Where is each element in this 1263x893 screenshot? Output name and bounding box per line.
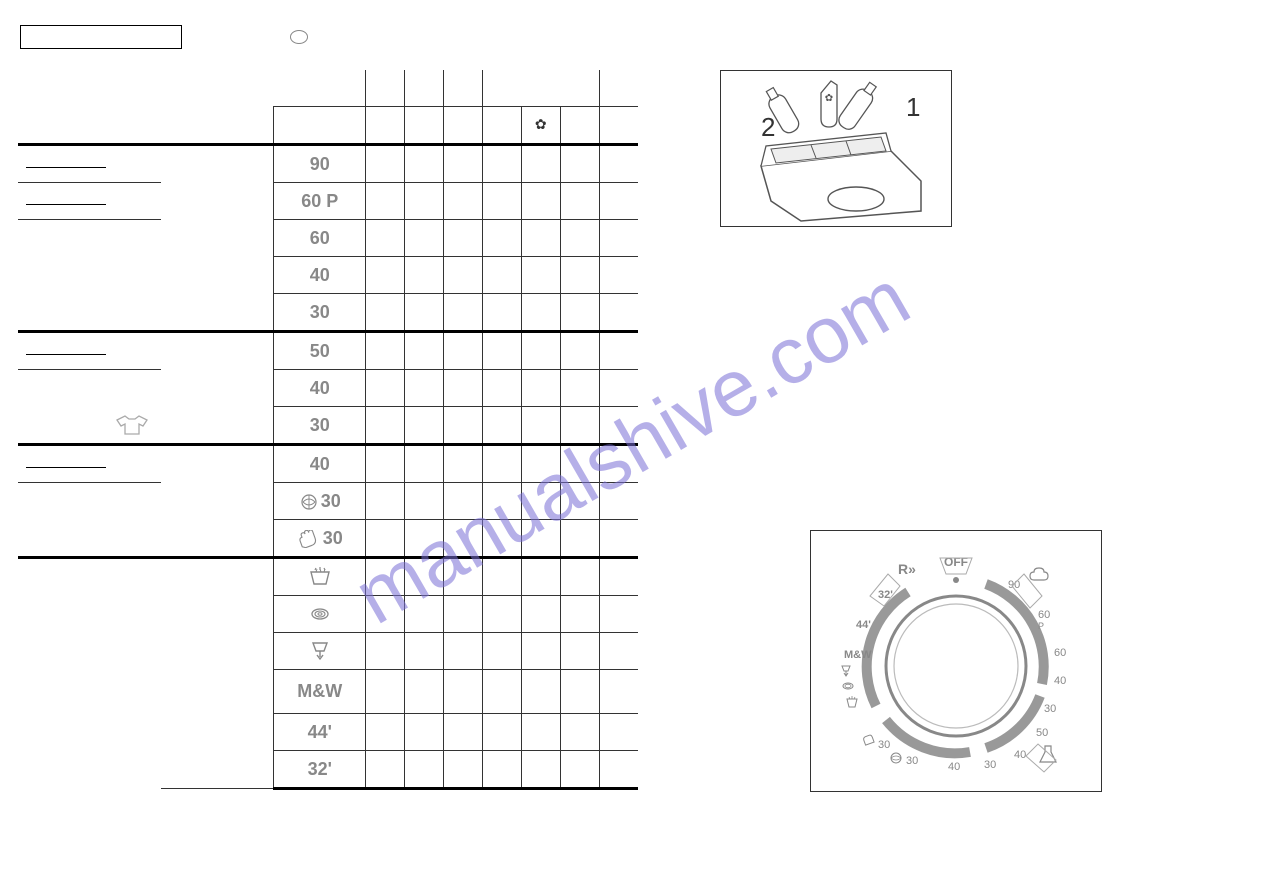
svg-text:P: P <box>1038 621 1044 631</box>
wool-icon <box>299 493 319 511</box>
top-oval-icon <box>290 30 308 44</box>
svg-text:30: 30 <box>984 759 996 771</box>
svg-text:60: 60 <box>1038 609 1050 621</box>
program-40c: 40 <box>310 454 330 474</box>
flower-icon: ✿ <box>535 116 547 132</box>
top-left-box <box>20 25 182 49</box>
program-dial-illustration: OFF R» 90 60 P 60 40 30 50 40 30 40 30 <box>810 530 1102 792</box>
rinse-icon <box>307 566 333 588</box>
program-90: 90 <box>310 154 330 174</box>
svg-text:M&W: M&W <box>844 649 872 661</box>
svg-text:50: 50 <box>1036 727 1048 739</box>
svg-text:OFF: OFF <box>944 555 968 569</box>
svg-text:30: 30 <box>906 755 918 767</box>
program-60: 60 <box>310 228 330 248</box>
spin-icon <box>308 603 332 625</box>
program-30b: 30 <box>310 415 330 435</box>
program-40a: 40 <box>310 265 330 285</box>
svg-text:30: 30 <box>1044 703 1056 715</box>
section-2-underline <box>26 353 106 355</box>
svg-text:40: 40 <box>948 761 960 773</box>
detergent-drawer-illustration: ✿ 1 2 <box>720 70 952 227</box>
program-32: 32' <box>308 759 332 779</box>
section-3-underline <box>26 466 106 468</box>
program-mw: M&W <box>297 681 342 701</box>
svg-text:R»: R» <box>898 561 916 577</box>
svg-text:32': 32' <box>878 589 893 601</box>
svg-text:40: 40 <box>1014 749 1026 761</box>
section-1-underline <box>26 166 106 168</box>
program-wool30: 30 <box>321 491 341 511</box>
program-hand30: 30 <box>323 528 343 548</box>
program-44: 44' <box>308 722 332 742</box>
program-table: ✿ 90 60 P 60 40 30 50 40 <box>18 70 638 790</box>
shirt-icon <box>109 414 155 436</box>
svg-text:✿: ✿ <box>825 93 833 104</box>
svg-text:40: 40 <box>1054 675 1066 687</box>
drawer-label-2: 2 <box>761 112 775 142</box>
program-60p: 60 P <box>301 191 338 211</box>
svg-text:30: 30 <box>878 739 890 751</box>
section-1b-underline <box>26 203 106 205</box>
drain-icon <box>308 639 332 663</box>
drawer-label-1: 1 <box>906 92 920 122</box>
hand-icon <box>297 530 321 548</box>
svg-text:44': 44' <box>856 619 871 631</box>
svg-text:60: 60 <box>1054 647 1066 659</box>
program-40b: 40 <box>310 378 330 398</box>
program-50: 50 <box>310 341 330 361</box>
program-30a: 30 <box>310 302 330 322</box>
